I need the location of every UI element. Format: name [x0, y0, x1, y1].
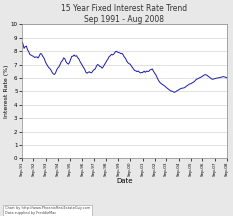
- Y-axis label: Interest Rate (%): Interest Rate (%): [4, 65, 9, 118]
- X-axis label: Date: Date: [116, 178, 133, 184]
- Title: 15 Year Fixed Interest Rate Trend
Sep 1991 - Aug 2008: 15 Year Fixed Interest Rate Trend Sep 19…: [61, 4, 187, 24]
- Text: Chart by http://www.PhoenixRealEstateGuy.com
Data supplied by FreddieMac: Chart by http://www.PhoenixRealEstateGuy…: [5, 206, 90, 215]
